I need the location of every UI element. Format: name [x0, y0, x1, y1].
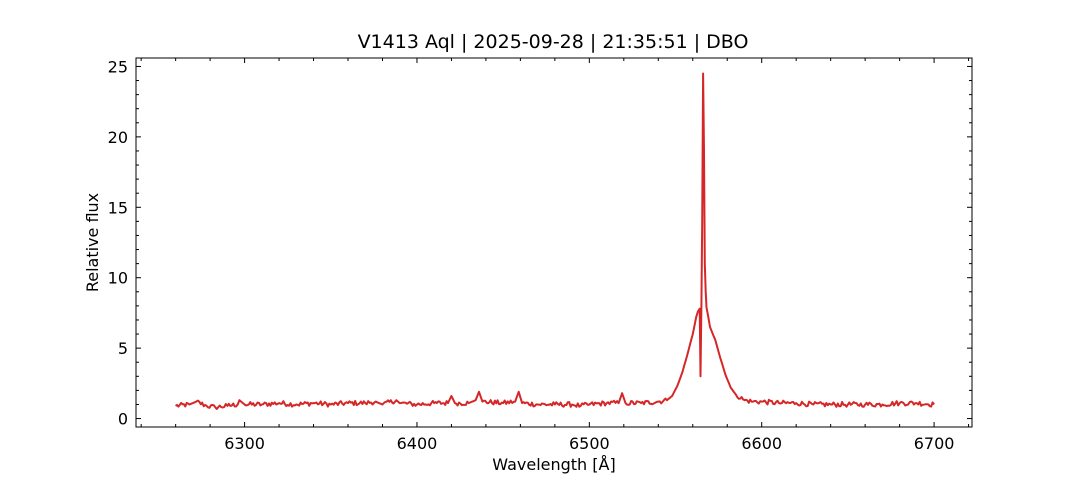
x-tick-label: 6700	[914, 434, 955, 453]
chart-title: V1413 Aql | 2025-09-28 | 21:35:51 | DBO	[358, 31, 749, 53]
y-axis-label: Relative flux	[83, 193, 102, 292]
spectrum-line	[175, 72, 935, 410]
x-tick-label: 6500	[569, 434, 610, 453]
y-tick-label: 15	[108, 198, 128, 217]
x-tick-label: 6600	[741, 434, 782, 453]
series-layer	[175, 72, 935, 410]
plot-frame	[135, 57, 973, 428]
y-tick-label: 20	[108, 128, 128, 147]
x-axis-label: Wavelength [Å]	[492, 455, 615, 474]
y-tick-label: 25	[108, 57, 128, 76]
axis-ticks: 6300 6400 6500 6600 6700 0 5 10 15 20 25	[108, 57, 972, 453]
y-tick-label: 0	[118, 410, 128, 429]
x-tick-label: 6400	[397, 434, 438, 453]
y-tick-label: 5	[118, 339, 128, 358]
x-tick-label: 6300	[224, 434, 265, 453]
y-tick-label: 10	[108, 269, 128, 288]
